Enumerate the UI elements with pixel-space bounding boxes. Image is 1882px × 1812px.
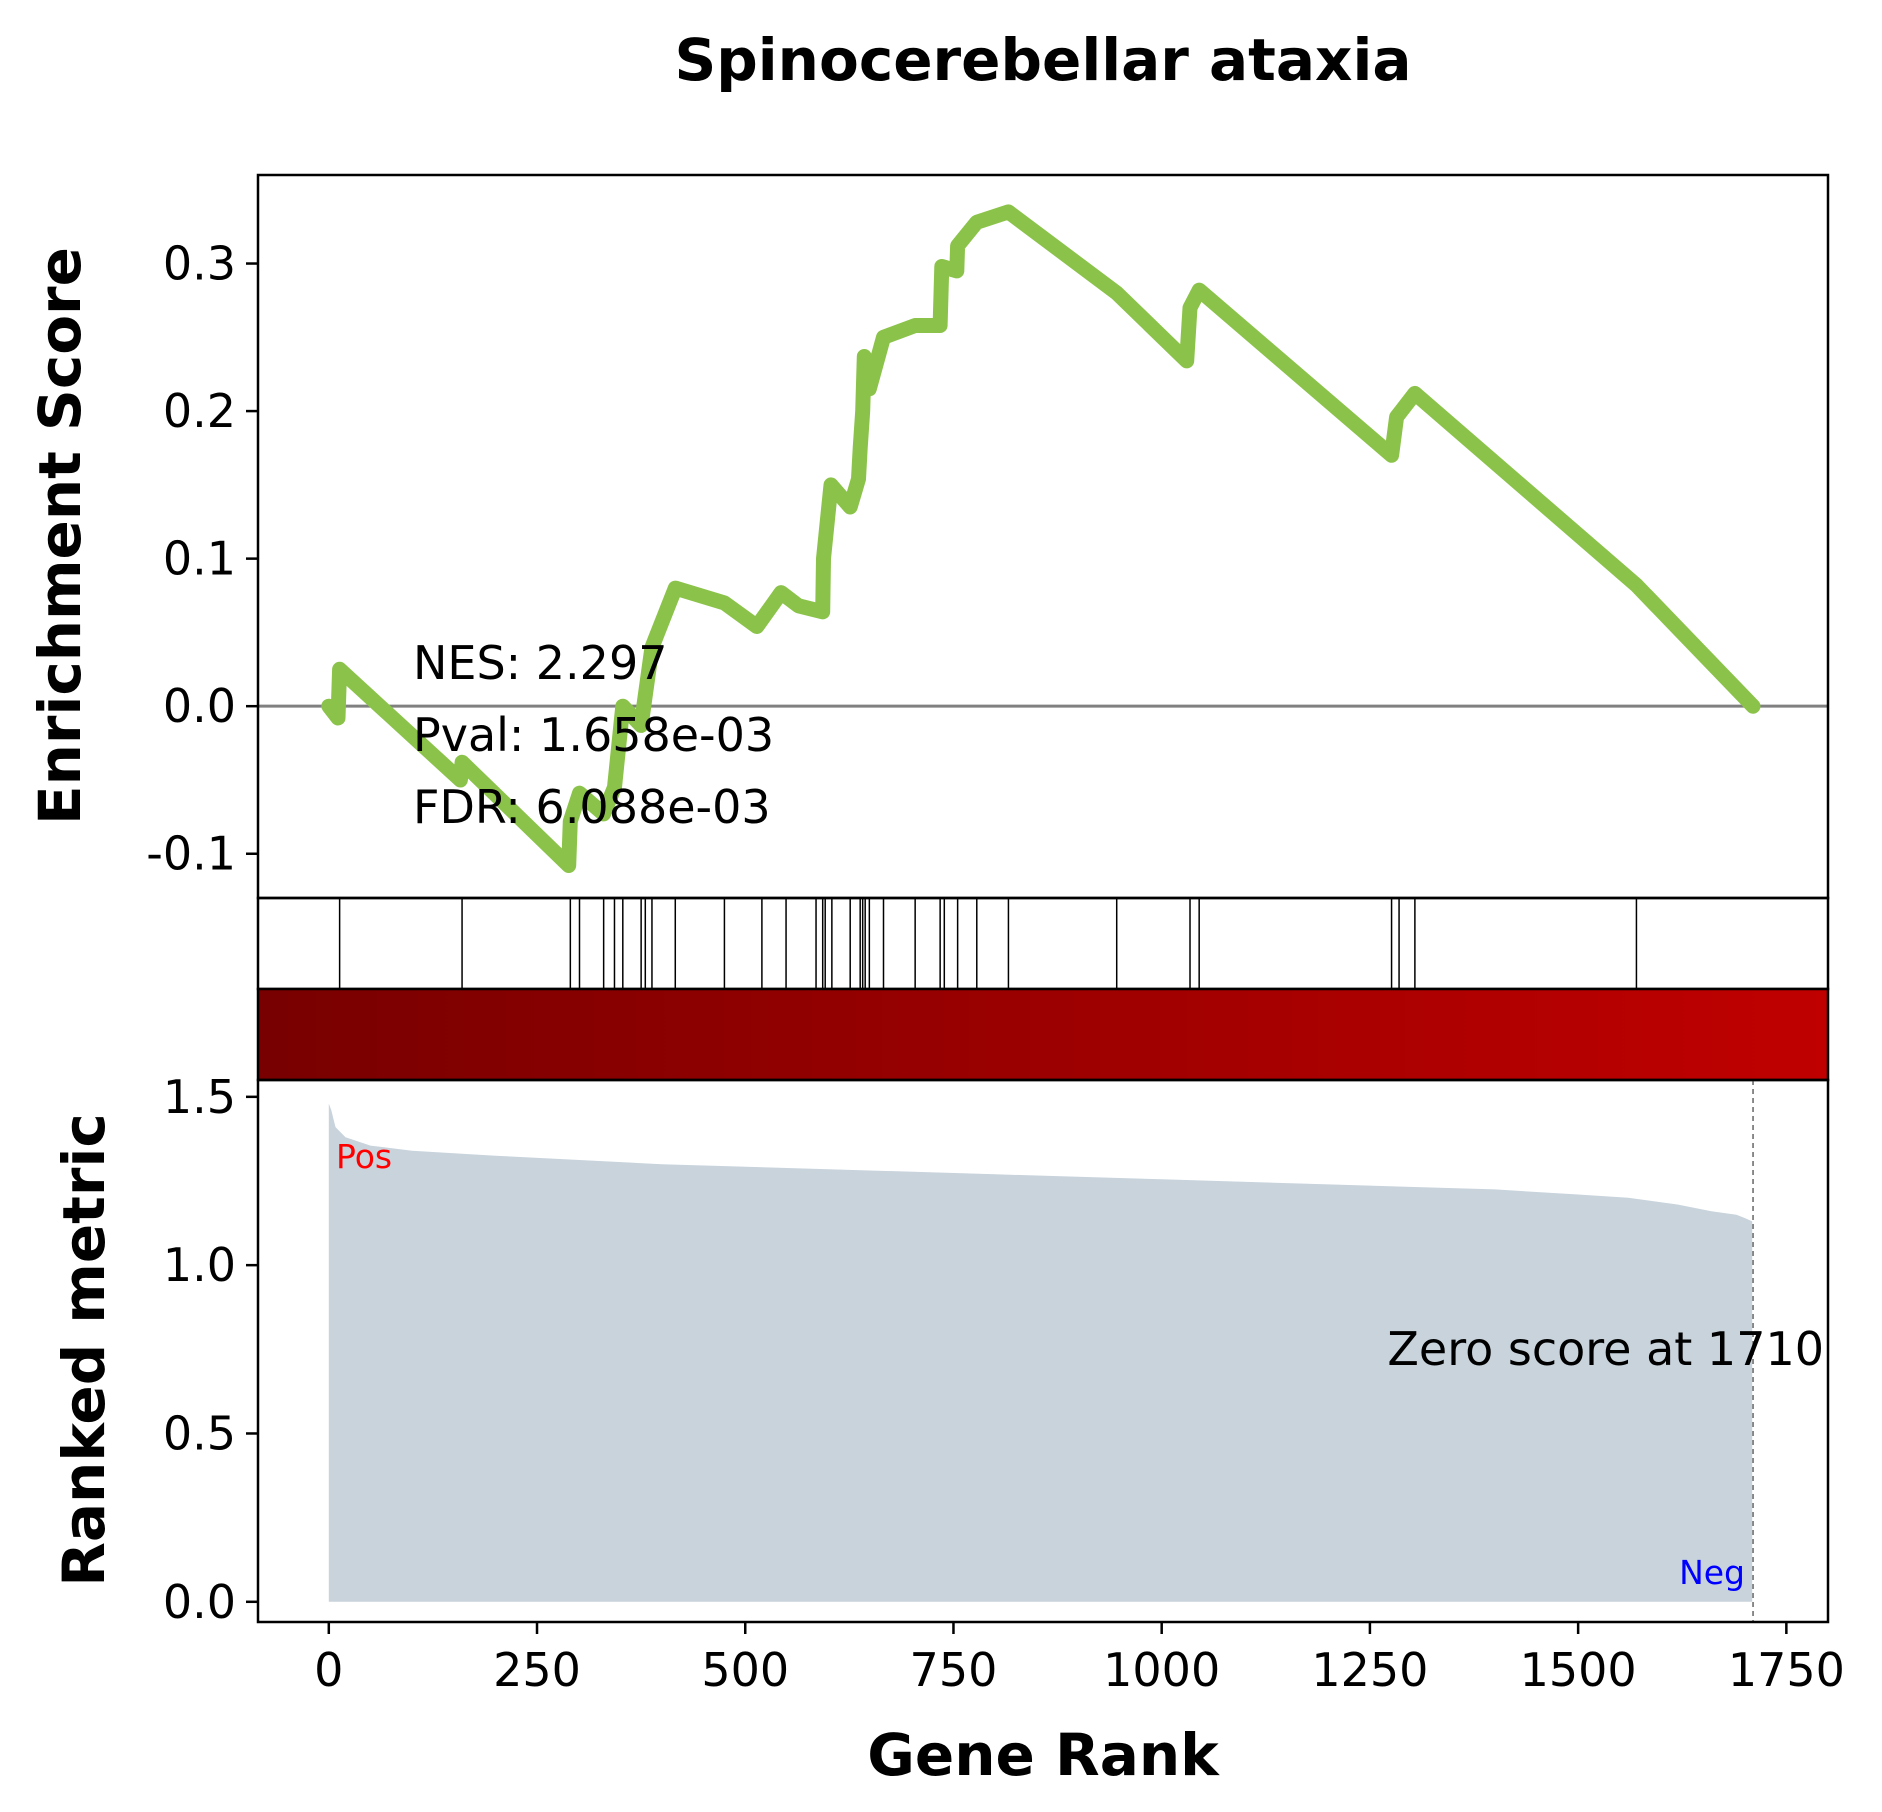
xtick-label: 1500 [1520, 1643, 1637, 1697]
rank-heatmap [256, 987, 1830, 1082]
rm-ytick-label: 0.5 [163, 1406, 236, 1460]
es-ytick-label: 0.0 [163, 679, 236, 733]
x-axis-title: Gene Rank [867, 1721, 1220, 1789]
es-ytick-label: -0.1 [146, 827, 236, 881]
rm-ytick-label: 1.5 [163, 1070, 236, 1124]
xtick-label: 1000 [1103, 1643, 1220, 1697]
es-line [321, 204, 1761, 873]
chart-title: Spinocerebellar ataxia [675, 26, 1412, 94]
es-panel: 0.3 0.2 0.1 0.0 -0.1 Enrichment Score NES: 2… [26, 173, 1830, 900]
pos-label: Pos [336, 1137, 392, 1176]
ranked-panel-frame [256, 1078, 1830, 1624]
hits-panel [256, 896, 1830, 991]
ranked-axis-title: Ranked metric [50, 1113, 118, 1587]
xtick-label: 1250 [1311, 1643, 1428, 1697]
rm-ytick-label: 1.0 [163, 1238, 236, 1292]
xtick-label: 0 [314, 1643, 343, 1697]
xtick-label: 1750 [1728, 1643, 1845, 1697]
ranked-metric-area [328, 1103, 1753, 1602]
es-axis-title: Enrichment Score [26, 247, 94, 825]
zero-score-text: Zero score at 1710 [1387, 1322, 1824, 1376]
xtick-label: 750 [910, 1643, 998, 1697]
es-ytick-label: 0.3 [163, 237, 236, 291]
xtick-label: 250 [493, 1643, 581, 1697]
hits-panel-frame [256, 896, 1830, 991]
rm-ytick-label: 0.0 [163, 1575, 236, 1629]
heatmap-bar [256, 987, 1830, 1082]
ranked-metric-panel: 1.5 1.0 0.5 0.0 Ranked metric Pos Neg Zero … [50, 1070, 1830, 1629]
fdr-text: FDR: 6.088e-03 [413, 780, 771, 834]
es-ytick-label: 0.1 [163, 532, 236, 586]
pval-text: Pval: 1.658e-03 [413, 708, 774, 762]
neg-label: Neg [1679, 1553, 1745, 1592]
nes-text: NES: 2.297 [413, 636, 667, 690]
xtick-label: 500 [701, 1643, 789, 1697]
es-ytick-label: 0.2 [163, 384, 236, 438]
